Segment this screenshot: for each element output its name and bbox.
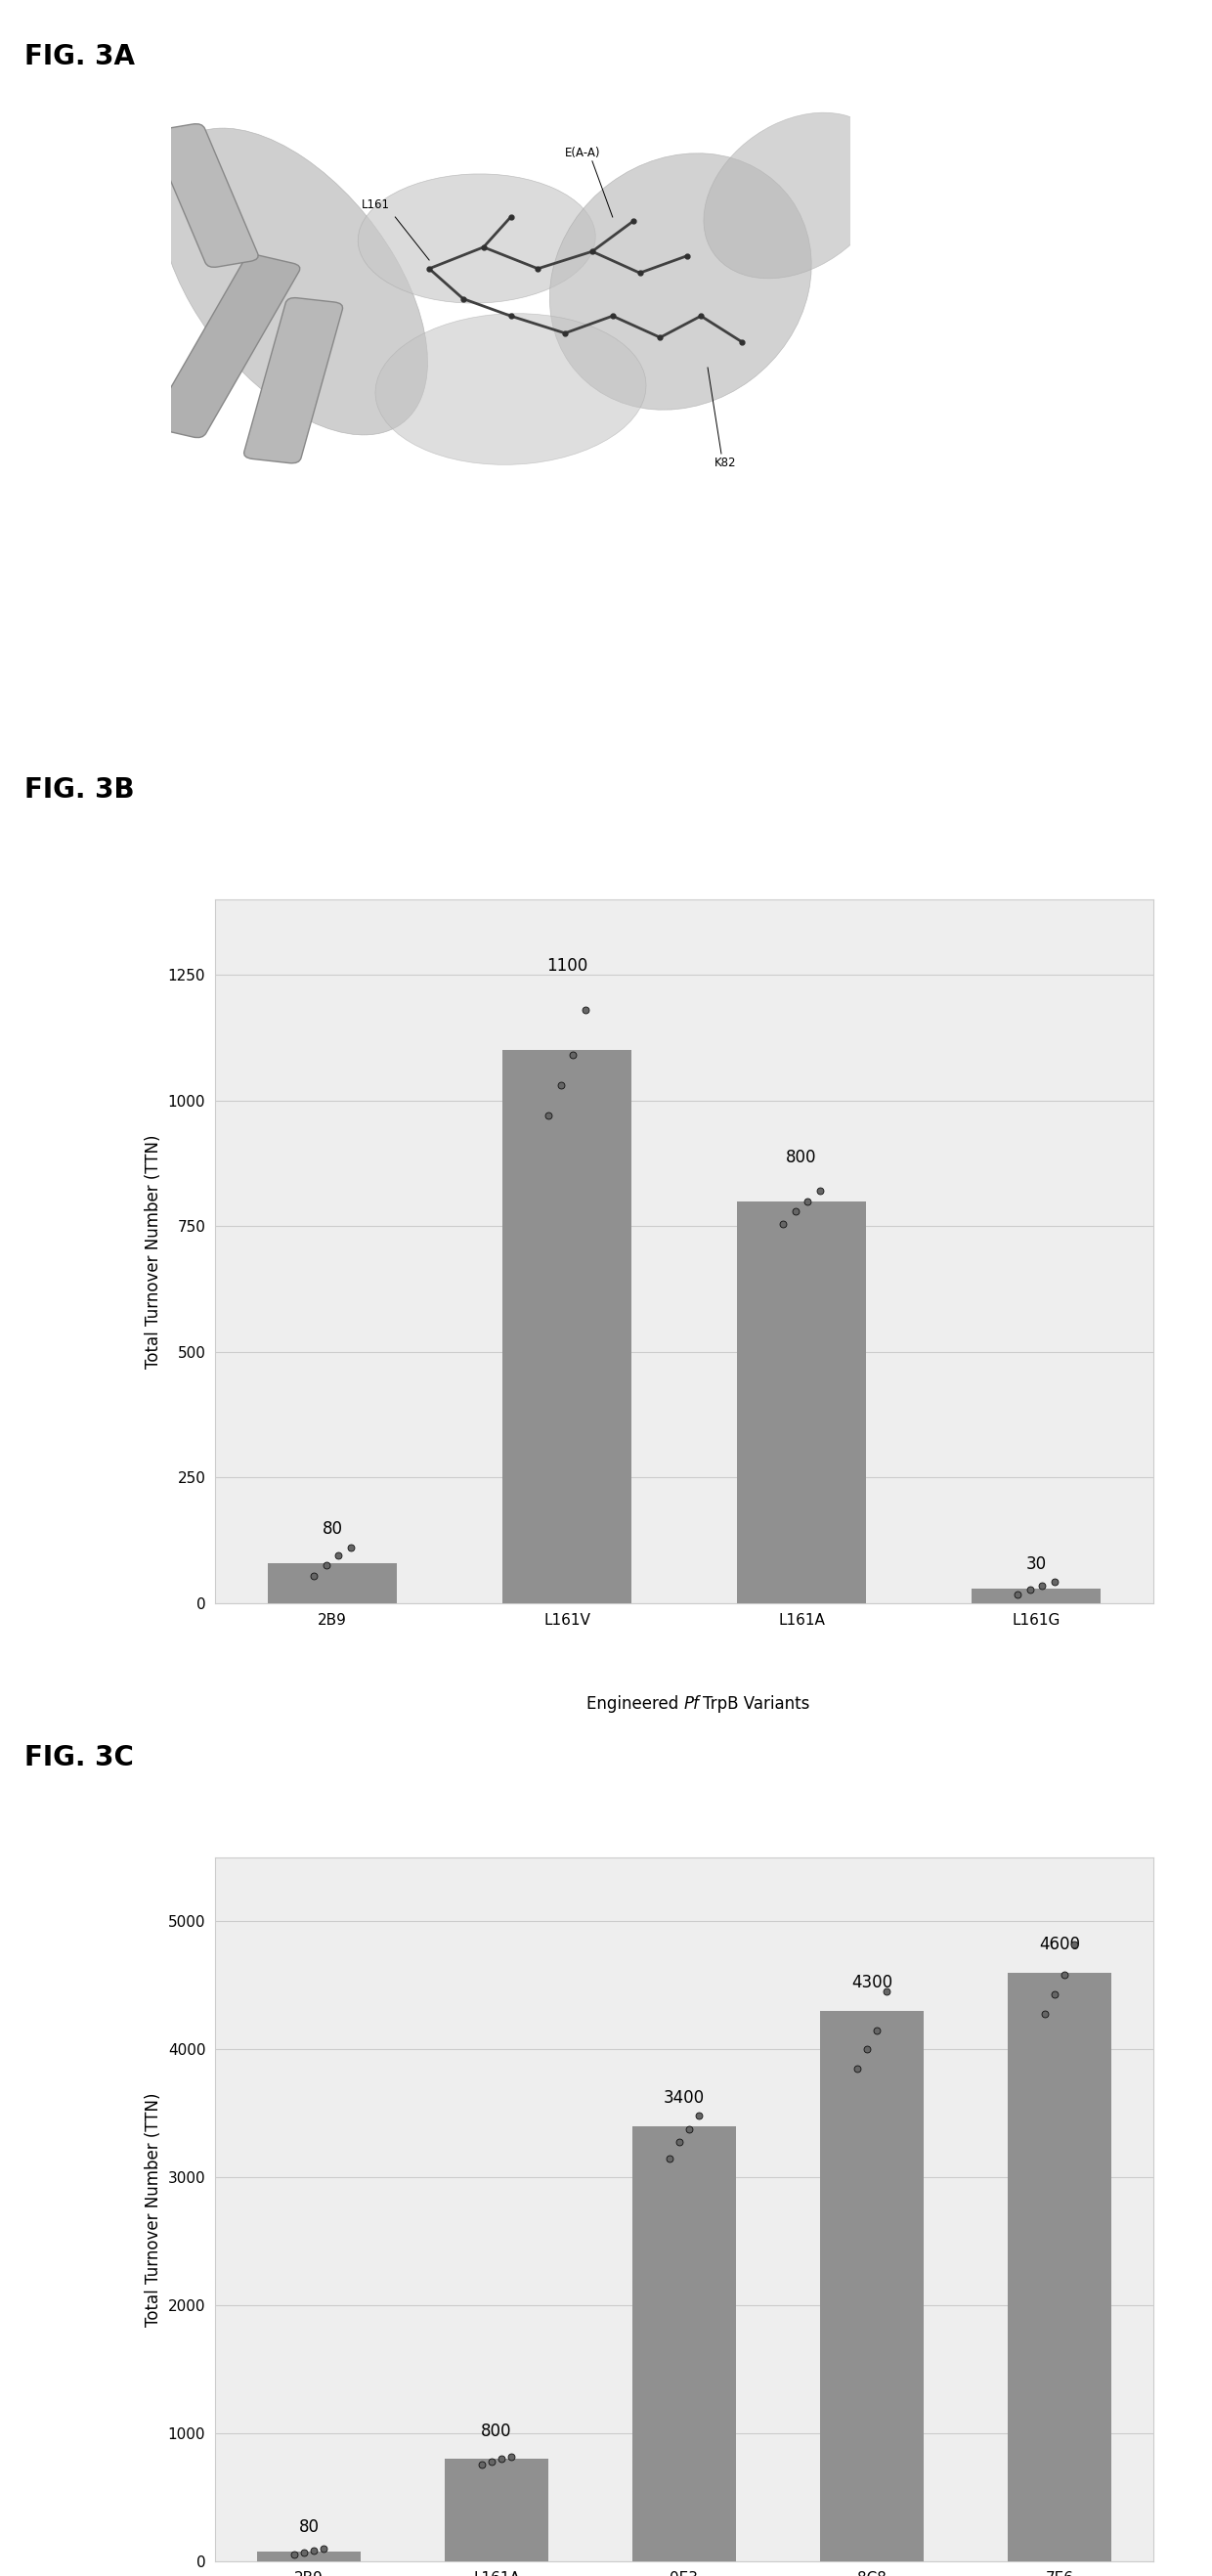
FancyBboxPatch shape: [152, 124, 258, 268]
Ellipse shape: [376, 314, 646, 464]
Ellipse shape: [159, 129, 428, 435]
FancyBboxPatch shape: [244, 299, 343, 464]
Text: 800: 800: [787, 1149, 817, 1167]
Bar: [503, 1051, 631, 1602]
Text: 1100: 1100: [547, 958, 588, 974]
Bar: [737, 1200, 867, 1602]
Text: 3400: 3400: [664, 2089, 705, 2107]
Text: Engineered: Engineered: [587, 1695, 685, 1713]
Text: 800: 800: [481, 2421, 511, 2439]
Y-axis label: Total Turnover Number (TTN): Total Turnover Number (TTN): [145, 1133, 162, 1368]
Text: 4600: 4600: [1039, 1935, 1080, 1953]
FancyBboxPatch shape: [150, 255, 299, 438]
Text: E(A-A): E(A-A): [565, 147, 601, 160]
Ellipse shape: [358, 175, 595, 304]
Text: L161: L161: [361, 198, 389, 211]
Text: 80: 80: [322, 1520, 343, 1538]
Text: 30: 30: [1025, 1556, 1046, 1574]
Ellipse shape: [549, 152, 812, 410]
Text: 4300: 4300: [851, 1973, 892, 1991]
Text: TrpB Variants: TrpB Variants: [703, 1695, 810, 1713]
Text: FIG. 3A: FIG. 3A: [24, 44, 135, 70]
Bar: [257, 2550, 360, 2561]
Bar: [821, 2012, 924, 2561]
Text: FIG. 3C: FIG. 3C: [24, 1744, 133, 1770]
Text: 80: 80: [298, 2519, 319, 2535]
Bar: [268, 1564, 396, 1602]
Text: Pf: Pf: [685, 1695, 699, 1713]
Ellipse shape: [704, 113, 888, 278]
Text: K82: K82: [715, 456, 737, 469]
Bar: [972, 1589, 1100, 1602]
Bar: [633, 2125, 736, 2561]
Bar: [1008, 1973, 1111, 2561]
Bar: [445, 2460, 548, 2561]
Y-axis label: Total Turnover Number (TTN): Total Turnover Number (TTN): [144, 2092, 162, 2326]
Text: FIG. 3B: FIG. 3B: [24, 775, 135, 804]
